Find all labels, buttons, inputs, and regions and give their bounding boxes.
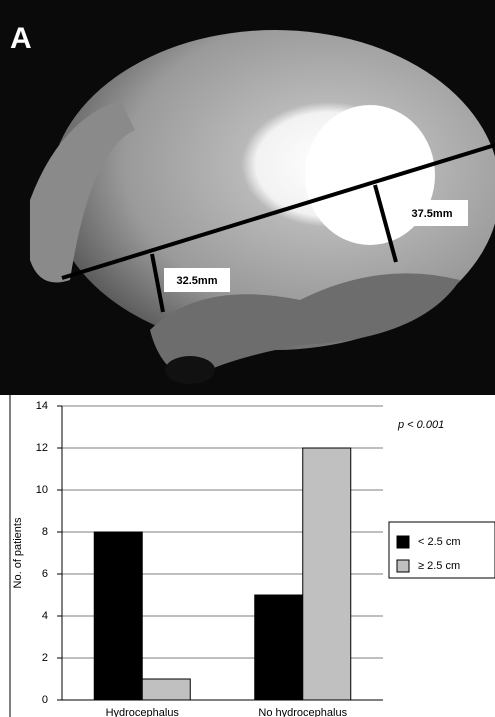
annotation: p < 0.001 [397,419,444,431]
measurement-label: 37.5mm [412,208,453,220]
bar [142,679,190,700]
y-tick-label: 14 [36,400,48,412]
panel-label: A [10,22,32,55]
y-tick-label: 8 [42,526,48,538]
foramen [165,356,215,384]
bar [303,448,351,700]
x-tick-label: Hydrocephalus [106,707,180,717]
y-tick-label: 6 [42,568,48,580]
bar [94,532,142,700]
x-tick-label: No hydrocephalus [258,707,347,717]
y-tick-label: 12 [36,442,48,454]
legend-swatch [397,536,409,548]
ct-image: 37.5mm 32.5mm A [0,0,495,395]
bar [255,595,303,700]
y-tick-label: 10 [36,484,48,496]
legend-swatch [397,560,409,572]
y-tick-label: 2 [42,652,48,664]
legend-label: < 2.5 cm [418,536,461,548]
y-tick-label: 0 [42,694,48,706]
y-tick-label: 4 [42,610,48,622]
figure: 37.5mm 32.5mm A No. of patients p < 0.00… [0,0,495,717]
measurement-label: 32.5mm [177,275,218,287]
y-axis-title: No. of patients [12,517,24,588]
legend-label: ≥ 2.5 cm [418,560,460,572]
